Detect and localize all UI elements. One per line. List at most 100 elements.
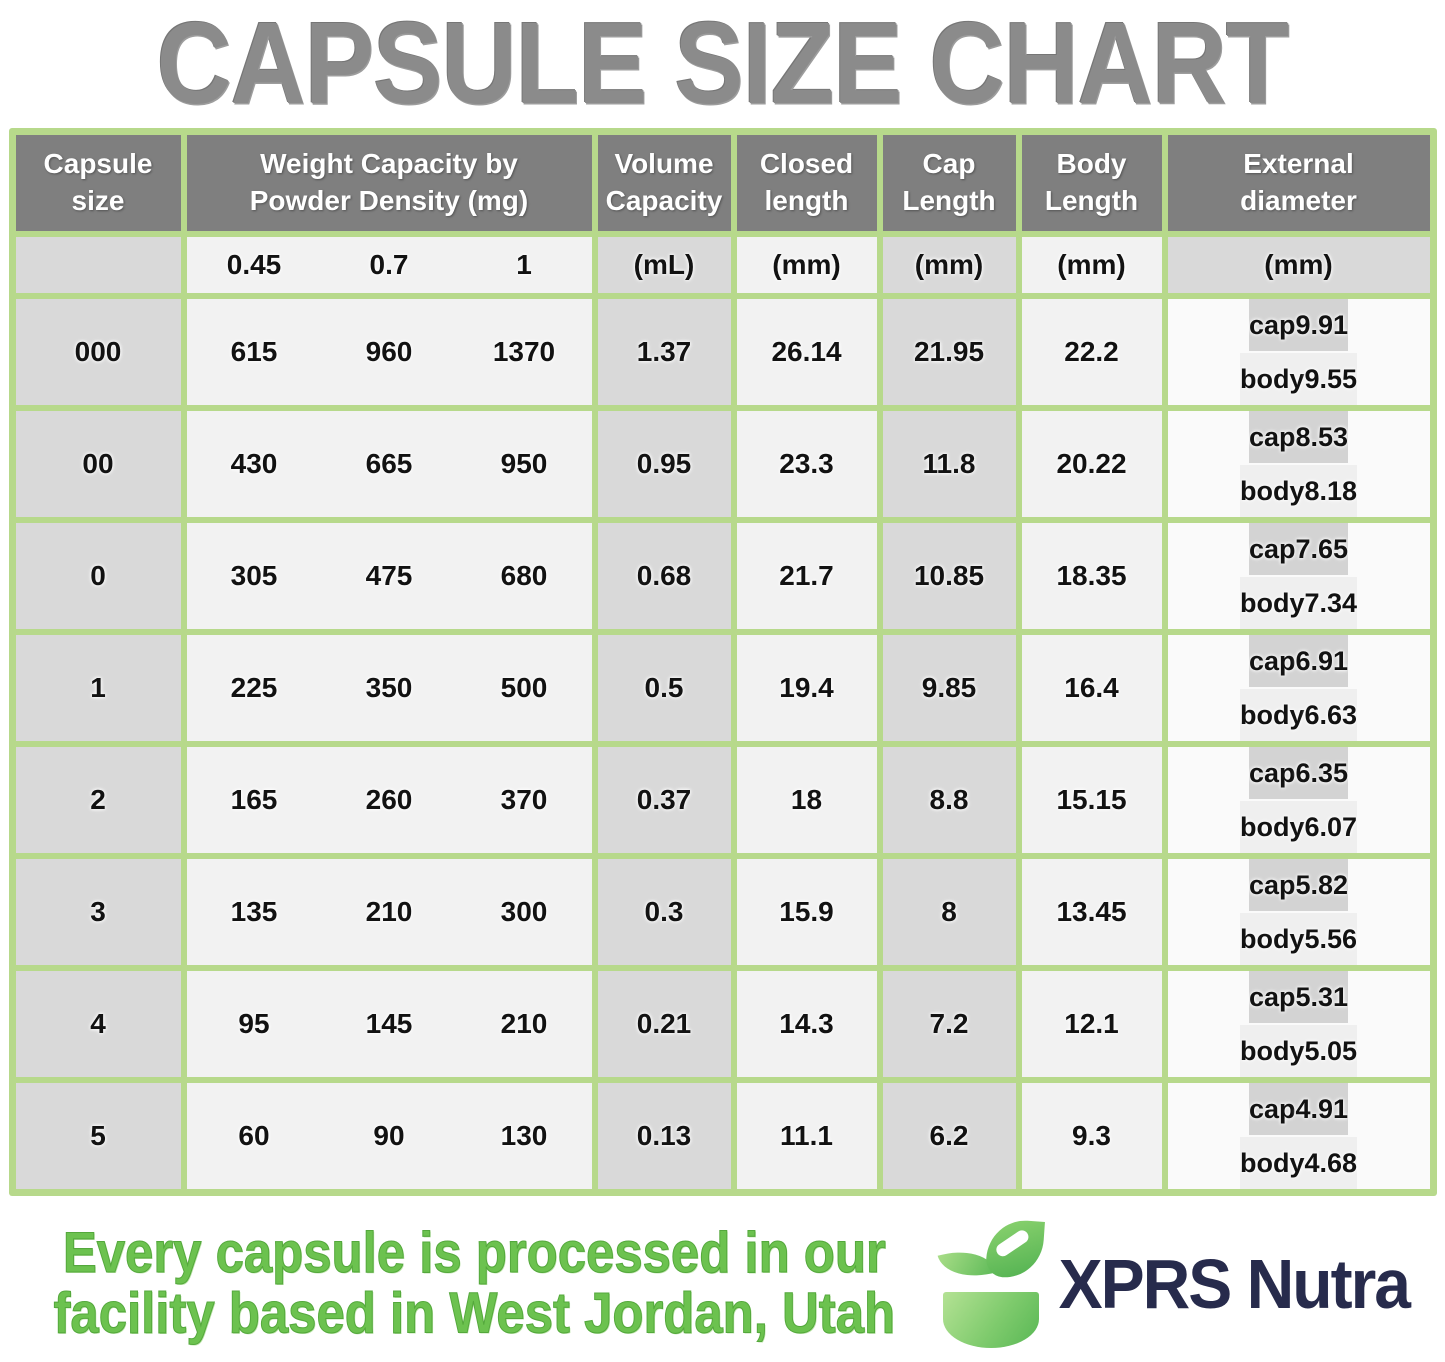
header-cap-length: Cap Length (882, 135, 1016, 231)
capsule-size-cell: 1 (15, 635, 181, 741)
cap-length-cell: 8 (882, 859, 1016, 965)
cap-diameter-value: 5.82 (1295, 869, 1349, 900)
body-diameter-value: 8.18 (1304, 475, 1358, 506)
unit-external-diameter: (mm) (1167, 237, 1430, 293)
header-body-length: Body Length (1021, 135, 1162, 231)
header-external-diameter-label: External diameter (1240, 148, 1357, 216)
external-diameter-cell: cap 9.91 body 9.55 (1167, 299, 1430, 405)
cap-sublabel: cap (1248, 981, 1296, 1012)
capsule-size-table: Capsule size Weight Capacity by Powder D… (8, 128, 1437, 1196)
closed-length-cell: 15.9 (736, 859, 877, 965)
mortar-leaves-icon (937, 1218, 1045, 1350)
weight-capacity-cell: 60 90 130 (186, 1083, 592, 1189)
body-sublabel: body (1239, 1147, 1305, 1178)
cap-diameter-value: 7.65 (1295, 533, 1349, 564)
weight-07-value: 260 (365, 784, 413, 815)
closed-length-cell: 26.14 (736, 299, 877, 405)
cap-length-cell: 10.85 (882, 523, 1016, 629)
volume-capacity-cell: 0.95 (597, 411, 731, 517)
external-diameter-body-row: body 7.34 (1239, 577, 1358, 629)
external-diameter-cap-row: cap 7.65 (1248, 523, 1349, 575)
density-045-label: 0.45 (226, 249, 282, 280)
weight-045-value: 615 (230, 336, 278, 367)
capsule-size-cell: 000 (15, 299, 181, 405)
page-title: CAPSULE SIZE CHART (156, 0, 1290, 129)
weight-045-value: 135 (230, 896, 278, 927)
weight-045-value: 225 (230, 672, 278, 703)
cap-sublabel: cap (1248, 645, 1296, 676)
cap-sublabel: cap (1248, 421, 1296, 452)
header-weight-capacity-label: Weight Capacity by Powder Density (mg) (249, 148, 529, 216)
cap-length-cell: 21.95 (882, 299, 1016, 405)
external-diameter-cap-row: cap 8.53 (1248, 411, 1349, 463)
closed-length-cell: 23.3 (736, 411, 877, 517)
external-diameter-cap-row: cap 9.91 (1248, 299, 1349, 351)
body-length-cell: 18.35 (1021, 523, 1162, 629)
external-diameter-body-row: body 5.05 (1239, 1025, 1358, 1077)
weight-07-value: 145 (365, 1008, 413, 1039)
weight-07-value: 350 (365, 672, 413, 703)
external-diameter-cell: cap 6.35 body 6.07 (1167, 747, 1430, 853)
body-diameter-value: 4.68 (1304, 1147, 1358, 1178)
weight-045-value: 305 (230, 560, 278, 591)
body-diameter-value: 6.63 (1304, 699, 1358, 730)
volume-capacity-cell: 0.3 (597, 859, 731, 965)
external-diameter-cell: cap 5.31 body 5.05 (1167, 971, 1430, 1077)
volume-capacity-cell: 0.68 (597, 523, 731, 629)
capsule-size-cell: 2 (15, 747, 181, 853)
volume-capacity-cell: 0.13 (597, 1083, 731, 1189)
weight-capacity-cell: 95 145 210 (186, 971, 592, 1077)
volume-capacity-cell: 1.37 (597, 299, 731, 405)
cap-diameter-value: 6.35 (1295, 757, 1349, 788)
weight-capacity-cell: 225 350 500 (186, 635, 592, 741)
cap-sublabel: cap (1248, 309, 1296, 340)
leaf-right-icon (984, 1218, 1045, 1280)
external-diameter-body-row: body 6.63 (1239, 689, 1358, 741)
body-sublabel: body (1239, 475, 1305, 506)
capsule-size-cell: 0 (15, 523, 181, 629)
external-diameter-cell: cap 5.82 body 5.56 (1167, 859, 1430, 965)
body-sublabel: body (1239, 699, 1305, 730)
cap-length-cell: 6.2 (882, 1083, 1016, 1189)
external-diameter-body-row: body 9.55 (1239, 353, 1358, 405)
external-diameter-cell: cap 8.53 body 8.18 (1167, 411, 1430, 517)
closed-length-cell: 21.7 (736, 523, 877, 629)
capsule-size-cell: 5 (15, 1083, 181, 1189)
weight-1-value: 500 (500, 672, 548, 703)
cap-length-cell: 7.2 (882, 971, 1016, 1077)
external-diameter-cap-row: cap 6.35 (1248, 747, 1349, 799)
weight-capacity-cell: 615 960 1370 (186, 299, 592, 405)
cap-length-cell: 11.8 (882, 411, 1016, 517)
unit-body-length: (mm) (1021, 237, 1162, 293)
body-diameter-value: 9.55 (1304, 363, 1358, 394)
closed-length-cell: 19.4 (736, 635, 877, 741)
weight-1-value: 370 (500, 784, 548, 815)
weight-capacity-cell: 305 475 680 (186, 523, 592, 629)
cap-length-cell: 8.8 (882, 747, 1016, 853)
header-volume-capacity: Volume Capacity (597, 135, 731, 231)
volume-capacity-cell: 0.37 (597, 747, 731, 853)
weight-07-value: 665 (365, 448, 413, 479)
weight-1-value: 950 (500, 448, 548, 479)
cap-length-cell: 9.85 (882, 635, 1016, 741)
external-diameter-cap-row: cap 6.91 (1248, 635, 1349, 687)
cap-diameter-value: 4.91 (1295, 1093, 1349, 1124)
closed-length-cell: 14.3 (736, 971, 877, 1077)
closed-length-cell: 11.1 (736, 1083, 877, 1189)
header-closed-length-label: Closed length (759, 148, 854, 216)
external-diameter-body-row: body 5.56 (1239, 913, 1358, 965)
volume-capacity-cell: 0.5 (597, 635, 731, 741)
body-length-cell: 12.1 (1021, 971, 1162, 1077)
body-length-cell: 13.45 (1021, 859, 1162, 965)
brand-logo: XPRS Nutra (937, 1218, 1411, 1350)
cap-sublabel: cap (1248, 533, 1296, 564)
body-sublabel: body (1239, 363, 1305, 394)
weight-capacity-cell: 135 210 300 (186, 859, 592, 965)
cap-diameter-value: 5.31 (1295, 981, 1349, 1012)
body-length-cell: 9.3 (1021, 1083, 1162, 1189)
external-diameter-body-row: body 4.68 (1239, 1137, 1358, 1189)
bowl-icon (942, 1292, 1039, 1348)
unit-capsule-size-empty (15, 237, 181, 293)
header-weight-capacity: Weight Capacity by Powder Density (mg) (186, 135, 592, 231)
tagline-line-2: facility based in West Jordan, Utah (53, 1281, 896, 1346)
